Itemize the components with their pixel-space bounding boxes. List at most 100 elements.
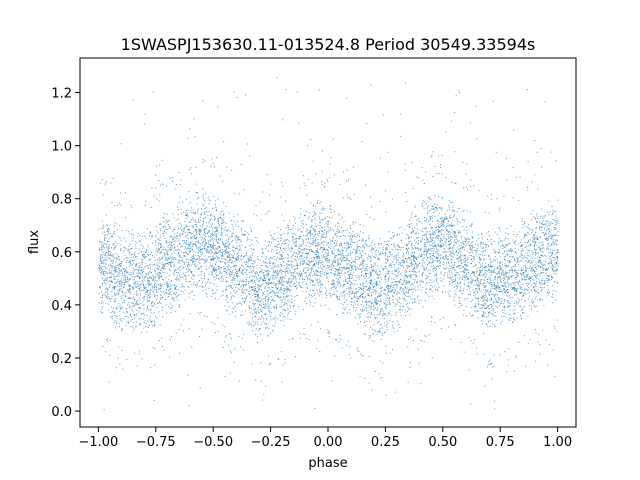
data-point [140, 284, 142, 286]
data-point [288, 244, 290, 246]
data-point [471, 280, 473, 282]
data-point [184, 299, 186, 301]
data-point [392, 236, 394, 238]
data-point [272, 318, 274, 320]
data-point [165, 291, 167, 293]
data-point [431, 208, 432, 210]
data-point [205, 269, 207, 271]
data-point [233, 284, 235, 286]
data-point [106, 181, 108, 183]
data-point [305, 210, 307, 212]
data-point [140, 266, 142, 268]
data-point [126, 260, 128, 262]
data-point [123, 277, 125, 279]
data-point [348, 197, 350, 199]
data-point [466, 289, 468, 291]
data-point [102, 271, 104, 273]
data-point [313, 204, 315, 206]
data-point [377, 276, 378, 278]
data-point [245, 310, 246, 312]
data-point [494, 298, 496, 300]
data-point [255, 291, 257, 293]
data-point [524, 300, 526, 302]
data-point [382, 310, 384, 312]
data-point [520, 287, 522, 289]
data-point [102, 244, 104, 246]
data-point [482, 297, 484, 299]
data-point [527, 223, 529, 225]
data-point [300, 213, 302, 215]
data-point [457, 232, 459, 234]
data-point [443, 257, 445, 259]
data-point [427, 252, 429, 254]
data-point [399, 281, 401, 283]
data-point [186, 214, 188, 215]
data-point [217, 298, 219, 300]
data-point [432, 286, 434, 288]
data-point [375, 316, 377, 318]
data-point [183, 226, 185, 228]
data-point [408, 257, 410, 258]
data-point [451, 271, 453, 273]
data-point [199, 280, 200, 281]
data-point [321, 212, 323, 214]
data-point [152, 300, 154, 302]
data-point [332, 279, 334, 281]
data-point [330, 296, 332, 298]
data-point [471, 224, 473, 226]
data-point [494, 279, 496, 281]
data-point [370, 264, 372, 266]
data-point [437, 231, 439, 233]
data-point [117, 294, 119, 296]
data-point [381, 294, 383, 296]
data-point [288, 281, 290, 283]
data-point [379, 252, 381, 254]
data-point [430, 240, 432, 242]
data-point [337, 279, 339, 281]
data-point [385, 267, 387, 269]
data-point [189, 221, 191, 223]
data-point [165, 257, 167, 259]
data-point [341, 261, 343, 263]
data-point [262, 272, 264, 274]
data-point [150, 312, 152, 314]
data-point [535, 276, 537, 278]
data-point [250, 271, 252, 273]
data-point [432, 220, 434, 222]
data-point [246, 270, 248, 272]
data-point [237, 270, 239, 272]
data-point [375, 303, 377, 305]
data-point [317, 225, 319, 226]
data-point [144, 113, 146, 115]
data-point [311, 219, 312, 221]
data-point [108, 270, 110, 272]
data-point [476, 248, 478, 250]
data-point [270, 263, 272, 264]
data-point [508, 286, 510, 288]
data-point [385, 279, 386, 281]
data-point [191, 291, 193, 293]
data-point [443, 226, 445, 228]
data-point [551, 235, 553, 237]
data-point [348, 287, 350, 289]
data-point [302, 281, 304, 283]
data-point [402, 288, 404, 290]
data-point [459, 222, 461, 223]
data-point [269, 262, 270, 263]
data-point [439, 257, 441, 259]
data-point [246, 322, 248, 324]
data-point [277, 241, 279, 243]
data-point [209, 261, 211, 263]
data-point [274, 272, 275, 274]
data-point [425, 248, 427, 250]
data-point [497, 262, 499, 264]
data-point [301, 238, 303, 240]
data-point [213, 259, 214, 261]
data-point [440, 238, 442, 240]
data-point [356, 288, 358, 290]
data-point [479, 243, 481, 245]
data-point [253, 286, 255, 288]
data-point [358, 288, 360, 290]
data-point [263, 293, 265, 295]
data-point [147, 274, 149, 276]
